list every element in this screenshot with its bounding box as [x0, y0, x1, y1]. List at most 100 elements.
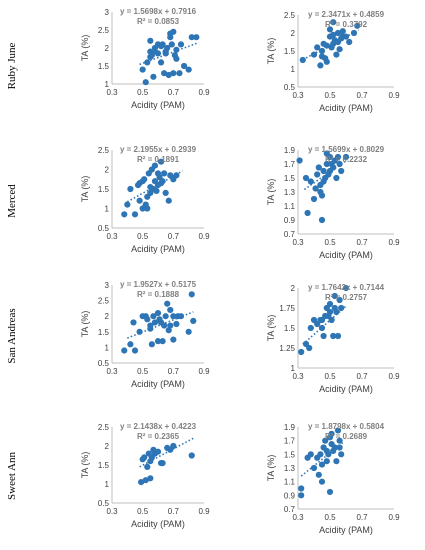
data-point [307, 324, 314, 332]
y-tick-label: 1 [105, 80, 110, 89]
data-point [302, 174, 310, 182]
data-point [164, 44, 171, 52]
data-point [173, 320, 180, 328]
y-tick-label: 1.1 [284, 202, 296, 211]
data-point [185, 328, 192, 335]
data-point [188, 34, 195, 41]
trend-line [300, 442, 344, 477]
x-tick-label: 0.7 [356, 238, 368, 247]
y-tick-label: 1.5 [284, 174, 296, 183]
scatter-panel-6: 0.3 0.5 0.7 0.9 1 1.25 1.5 1.75 2 Acidity (PAM) TA… [266, 283, 400, 394]
x-tick-label: 0.5 [137, 232, 149, 241]
data-point [330, 164, 337, 171]
data-point [193, 34, 200, 41]
y-tick-label: 1.1 [284, 478, 296, 487]
data-point [162, 189, 169, 196]
data-point [334, 427, 342, 434]
data-point [323, 58, 330, 65]
data-point [312, 185, 319, 192]
data-point [151, 319, 159, 326]
data-point [317, 62, 324, 69]
data-point [162, 313, 169, 320]
r-squared-label: R² = 0.1888 [137, 290, 180, 299]
x-tick-label: 0.9 [198, 88, 210, 97]
y-tick-label: 1.5 [98, 185, 110, 194]
data-point [170, 442, 177, 450]
x-tick-label: 0.7 [168, 367, 180, 376]
data-point [165, 197, 172, 204]
data-point [190, 317, 197, 324]
data-point [148, 341, 155, 348]
x-axis-title: Acidity (PAM) [319, 525, 373, 535]
data-point [167, 306, 174, 314]
x-axis-title: Acidity (PAM) [131, 379, 185, 389]
data-point [320, 167, 327, 175]
y-tick-label: 2 [291, 29, 296, 38]
data-point [144, 205, 151, 212]
x-tick-label: 0.9 [388, 372, 400, 381]
data-point [328, 440, 335, 448]
data-point [299, 56, 306, 64]
data-point [354, 22, 361, 29]
y-tick-label: 1 [105, 343, 110, 352]
y-tick-label: 1.5 [284, 324, 296, 333]
data-point [330, 31, 337, 38]
data-point [144, 316, 151, 323]
data-point [150, 313, 157, 320]
data-point [336, 46, 343, 53]
x-axis-title: Acidity (PAM) [319, 250, 373, 260]
x-tick-label: 0.9 [198, 232, 210, 241]
x-tick-label: 0.3 [292, 91, 304, 100]
r-squared-label: R² = 0.2689 [325, 432, 368, 441]
x-tick-label: 0.3 [292, 513, 304, 522]
data-point [147, 37, 154, 44]
trend-equation: y = 1.5699x + 0.8029 [308, 145, 385, 154]
data-point [154, 448, 162, 455]
y-axis-title: TA (%) [80, 311, 90, 338]
data-point [326, 300, 334, 308]
y-tick-label: 1 [105, 480, 110, 489]
data-point [317, 188, 324, 196]
y-tick-label: 2.5 [98, 297, 110, 306]
y-tick-label: 0.7 [284, 230, 296, 239]
x-tick-label: 0.5 [324, 238, 336, 247]
x-tick-label: 0.5 [137, 367, 149, 376]
data-point [338, 304, 345, 312]
y-tick-label: 2.5 [284, 11, 296, 20]
x-axis-title: Acidity (PAM) [319, 384, 373, 394]
data-point [322, 437, 329, 444]
x-axis-title: Acidity (PAM) [319, 103, 373, 113]
data-point [307, 178, 314, 185]
data-point [139, 66, 146, 73]
data-point [185, 66, 192, 73]
y-tick-label: 0.5 [98, 359, 110, 368]
data-point [326, 153, 334, 161]
trend-line [127, 311, 194, 339]
data-point [331, 292, 338, 300]
x-tick-label: 0.3 [106, 88, 118, 97]
data-point [296, 157, 303, 164]
trend-equation: y = 1.8798x + 0.5804 [308, 422, 385, 431]
x-tick-label: 0.3 [106, 367, 118, 376]
y-tick-label: 1.3 [284, 464, 296, 473]
trend-line [126, 170, 183, 203]
data-point [121, 347, 128, 354]
data-point [318, 53, 326, 60]
y-tick-label: 0.5 [98, 224, 110, 233]
data-point [136, 180, 143, 187]
data-point [167, 322, 174, 329]
data-point [130, 319, 137, 326]
y-tick-label: 1.7 [284, 160, 296, 169]
data-point [170, 336, 177, 343]
y-tick-label: 0.5 [284, 83, 296, 92]
data-point [147, 475, 154, 482]
trend-line [303, 160, 347, 191]
data-point [318, 324, 326, 332]
data-point [157, 59, 165, 66]
data-point [159, 460, 166, 467]
r-squared-label: R² = 0.2757 [325, 293, 368, 302]
data-point [159, 338, 166, 345]
